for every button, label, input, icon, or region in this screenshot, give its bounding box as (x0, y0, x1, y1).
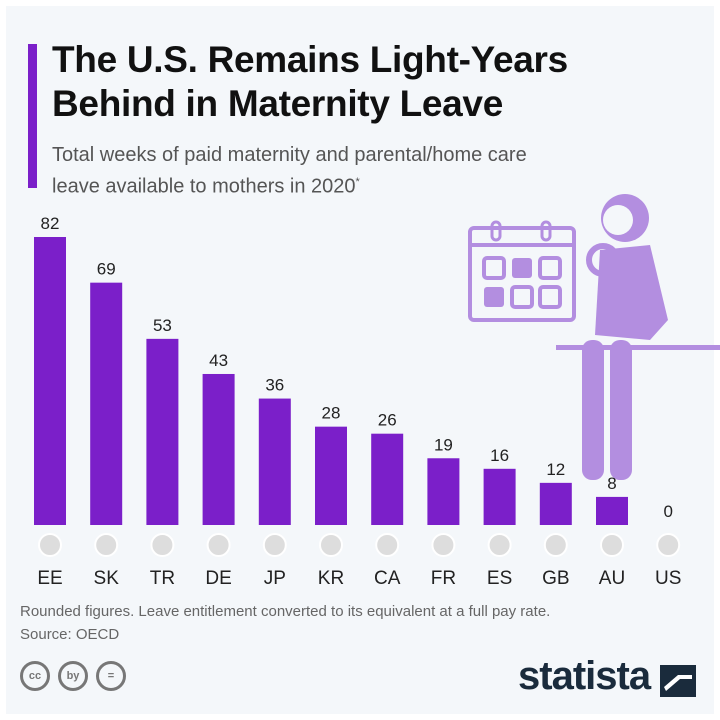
tick-label-SK: SK (94, 568, 120, 589)
flag-GB-icon (543, 533, 568, 557)
cc-icon[interactable]: cc (20, 661, 50, 691)
bar-JP (258, 398, 291, 525)
flag-AU-icon (600, 533, 624, 557)
bar-AU (596, 496, 628, 525)
flag-SK-icon (94, 533, 119, 557)
bar-FR (427, 458, 460, 525)
flag-EE-icon (38, 533, 62, 557)
tick-label-JP: JP (264, 568, 286, 589)
tick-label-KR: KR (318, 568, 344, 589)
flag-KR-icon (319, 533, 343, 557)
title-line-1: The U.S. Remains Light-Years (52, 39, 568, 80)
mother-illustration-icon (468, 194, 720, 480)
data-label-SK: 69 (97, 260, 116, 279)
flag-US-icon (656, 533, 681, 557)
statista-logo-icon (660, 665, 696, 697)
data-label-EE: 82 (41, 214, 60, 233)
data-label-GB: 12 (546, 460, 565, 479)
flag-FR-icon (431, 533, 456, 557)
data-label-DE: 43 (209, 351, 228, 370)
subtitle-line-1: Total weeks of paid maternity and parent… (52, 144, 527, 166)
data-label-ES: 16 (490, 446, 509, 465)
flag-ES-icon (487, 533, 512, 557)
flag-TR-icon (150, 533, 175, 557)
tick-label-FR: FR (431, 568, 456, 589)
title-accent-bar (28, 44, 37, 188)
data-label-AU: 8 (607, 474, 616, 493)
subtitle-line-2: leave available to mothers in 2020 (52, 175, 356, 198)
tick-label-CA: CA (374, 568, 401, 589)
footnote: Rounded figures. Leave entitlement conve… (20, 600, 550, 646)
bar-SK (90, 282, 123, 525)
tick-label-TR: TR (150, 568, 175, 589)
bar-TR (146, 338, 179, 525)
tick-label-DE: DE (205, 568, 231, 589)
no-derivatives-icon[interactable]: = (96, 661, 126, 691)
chart-subtitle: Total weeks of paid maternity and parent… (52, 142, 527, 201)
tick-label-US: US (655, 568, 681, 589)
bar-DE (202, 373, 235, 525)
bar-EE (34, 237, 66, 525)
footnote-text: Rounded figures. Leave entitlement conve… (20, 603, 551, 620)
source-text: Source: OECD (20, 626, 120, 643)
data-label-TR: 53 (153, 316, 172, 335)
title-line-2: Behind in Maternity Leave (52, 83, 503, 124)
tick-label-EE: EE (37, 568, 62, 589)
data-label-FR: 19 (434, 435, 453, 454)
bars: 82 EE 69 SK 53 TR 43 DE 36 JP 28 KR 26 CA 19 FR 16 ES 12 GB… (34, 214, 681, 589)
flag-JP-icon (262, 533, 287, 557)
chart-title: The U.S. Remains Light-Years Behind in M… (52, 38, 568, 126)
tick-label-ES: ES (487, 568, 512, 589)
flag-DE-icon (206, 533, 231, 557)
bar-CA (371, 433, 404, 525)
bar-GB (539, 482, 572, 525)
attribution-icon[interactable]: by (58, 661, 88, 691)
tick-label-AU: AU (599, 568, 625, 589)
bar-KR (315, 426, 347, 525)
statista-logo[interactable]: statista (518, 654, 651, 698)
tick-label-GB: GB (542, 568, 569, 589)
flag-CA-icon (375, 533, 400, 557)
data-label-JP: 36 (265, 376, 284, 395)
data-label-KR: 28 (322, 404, 341, 423)
bar-ES (483, 468, 516, 525)
data-label-CA: 26 (378, 411, 397, 430)
data-label-US: 0 (663, 502, 672, 521)
license-icons[interactable]: cc by = (20, 661, 126, 691)
subtitle-footnote-mark: * (355, 176, 360, 188)
